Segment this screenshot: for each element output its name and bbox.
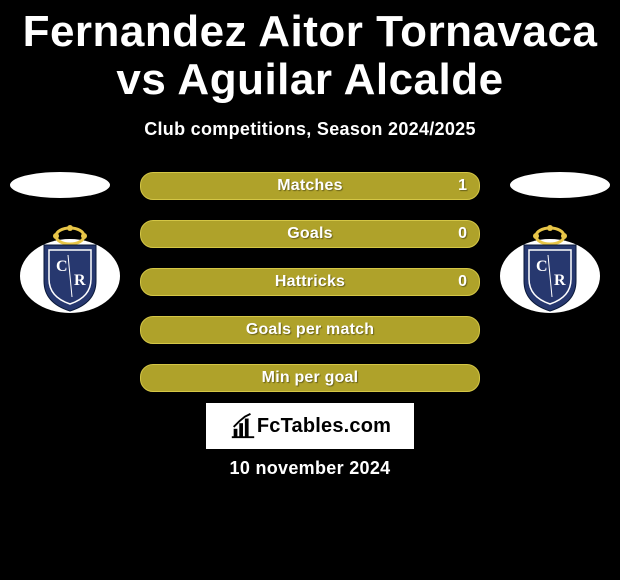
- stat-value: 1: [458, 173, 467, 199]
- stat-row: Min per goal: [140, 364, 480, 392]
- stat-label: Goals: [141, 221, 479, 247]
- stat-row: Matches 1: [140, 172, 480, 200]
- comparison-card: Fernandez Aitor Tornavaca vs Aguilar Alc…: [0, 0, 620, 580]
- stat-row: Hattricks 0: [140, 268, 480, 296]
- svg-text:C: C: [536, 258, 548, 275]
- player-left-club-badge: C R: [20, 227, 120, 313]
- date-text: 10 november 2024: [0, 458, 620, 479]
- bars-icon: [229, 411, 257, 441]
- stat-bars: Matches 1 Goals 0 Hattricks 0 Goals per …: [140, 172, 480, 412]
- branding-box: FcTables.com: [206, 403, 414, 449]
- svg-text:C: C: [56, 258, 68, 275]
- stat-label: Min per goal: [141, 365, 479, 391]
- branding-text: FcTables.com: [257, 415, 391, 438]
- stat-label: Matches: [141, 173, 479, 199]
- stat-value: 0: [458, 221, 467, 247]
- player-left-avatar: [10, 172, 110, 198]
- shield-icon: C R: [514, 223, 586, 313]
- stats-area: C R C R Matches 1: [0, 172, 620, 402]
- player-right-avatar: [510, 172, 610, 198]
- player-right-club-badge: C R: [500, 227, 600, 313]
- subtitle: Club competitions, Season 2024/2025: [0, 119, 620, 140]
- page-title: Fernandez Aitor Tornavaca vs Aguilar Alc…: [0, 0, 620, 105]
- stat-value: 0: [458, 269, 467, 295]
- stat-label: Hattricks: [141, 269, 479, 295]
- stat-label: Goals per match: [141, 317, 479, 343]
- svg-text:R: R: [74, 272, 86, 289]
- svg-text:R: R: [554, 272, 566, 289]
- stat-row: Goals per match: [140, 316, 480, 344]
- shield-icon: C R: [34, 223, 106, 313]
- stat-row: Goals 0: [140, 220, 480, 248]
